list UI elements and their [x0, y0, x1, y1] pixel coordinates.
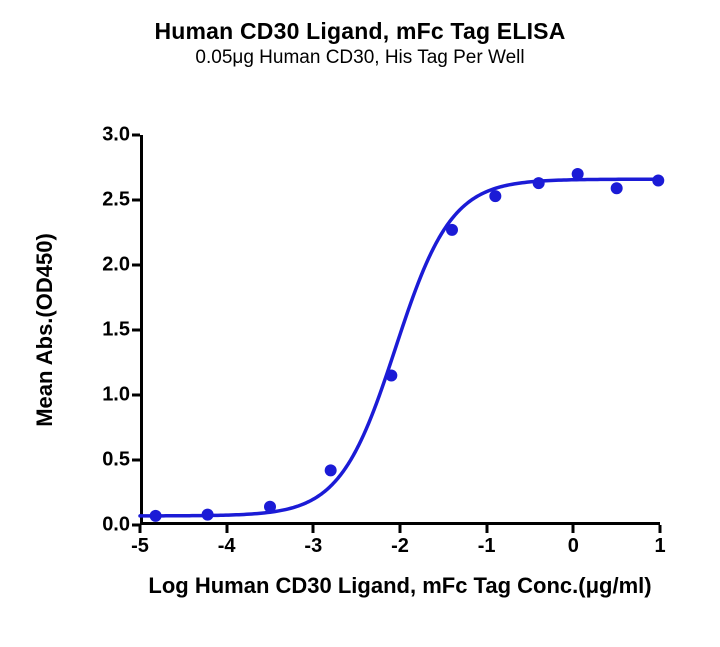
- data-point: [446, 224, 458, 236]
- data-point: [264, 501, 276, 513]
- y-tick-label: 1.0: [102, 384, 140, 407]
- data-point: [611, 182, 623, 194]
- data-point: [489, 190, 501, 202]
- x-tick-label: -2: [391, 525, 409, 558]
- y-tick-label: 0.5: [102, 449, 140, 472]
- chart-subtitle: 0.05μg Human CD30, His Tag Per Well: [0, 47, 720, 69]
- data-point: [533, 177, 545, 189]
- y-tick-label: 2.5: [102, 189, 140, 212]
- data-point: [202, 509, 214, 521]
- y-tick-label: 2.0: [102, 254, 140, 277]
- fit-curve: [140, 179, 660, 516]
- x-tick-label: -5: [131, 525, 149, 558]
- data-point: [150, 510, 162, 522]
- x-tick-label: -1: [478, 525, 496, 558]
- x-tick-label: 0: [568, 525, 579, 558]
- chart-titles: Human CD30 Ligand, mFc Tag ELISA 0.05μg …: [0, 18, 720, 69]
- data-point: [572, 168, 584, 180]
- chart-title: Human CD30 Ligand, mFc Tag ELISA: [0, 18, 720, 45]
- data-point: [325, 464, 337, 476]
- data-point: [385, 370, 397, 382]
- x-tick-label: 1: [654, 525, 665, 558]
- x-axis-label: Log Human CD30 Ligand, mFc Tag Conc.(μg/…: [148, 573, 651, 599]
- data-point: [652, 175, 664, 187]
- chart-container: Human CD30 Ligand, mFc Tag ELISA 0.05μg …: [0, 0, 720, 647]
- y-tick-label: 1.5: [102, 319, 140, 342]
- plot-svg: [140, 135, 660, 525]
- x-tick-label: -4: [218, 525, 236, 558]
- plot-area: 0.00.51.01.52.02.53.0-5-4-3-2-101: [140, 135, 660, 525]
- x-tick-label: -3: [304, 525, 322, 558]
- y-axis-label: Mean Abs.(OD450): [32, 233, 58, 427]
- y-tick-label: 3.0: [102, 124, 140, 147]
